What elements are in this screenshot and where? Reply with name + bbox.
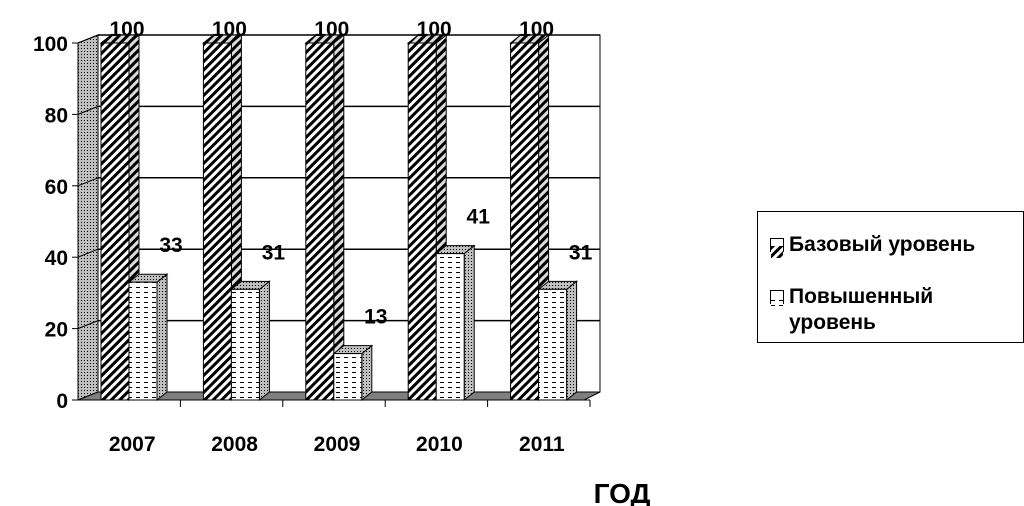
bar-base bbox=[304, 33, 346, 402]
bars bbox=[99, 33, 579, 402]
bar-front bbox=[435, 253, 465, 401]
data-label: 100 bbox=[519, 18, 554, 41]
legend-swatch-advanced bbox=[770, 290, 784, 310]
legend: Базовый уровень Повышенный уровень bbox=[757, 211, 1024, 343]
bar-advanced bbox=[127, 273, 169, 402]
bar-front bbox=[202, 42, 232, 401]
bar-side bbox=[333, 33, 345, 402]
bar-advanced bbox=[537, 280, 579, 402]
legend-item-advanced: Повышенный уровень bbox=[770, 284, 1024, 336]
bar-front bbox=[305, 42, 335, 401]
bar-side bbox=[566, 280, 578, 402]
data-label: 100 bbox=[314, 18, 349, 41]
axes bbox=[72, 42, 591, 407]
bar-side bbox=[156, 273, 168, 402]
y-tick-label: 100 bbox=[33, 33, 68, 56]
side-wall bbox=[77, 34, 99, 401]
data-label: 100 bbox=[212, 18, 247, 41]
x-tick-label: 2009 bbox=[314, 433, 361, 456]
bar-side bbox=[361, 344, 373, 402]
data-label: 41 bbox=[467, 206, 491, 229]
legend-swatch-base bbox=[770, 238, 784, 258]
y-tick-label: 0 bbox=[56, 390, 68, 413]
data-label: 31 bbox=[569, 241, 593, 264]
x-tick-label: 2010 bbox=[416, 433, 463, 456]
y-tick-label: 80 bbox=[45, 104, 68, 127]
bar-advanced bbox=[332, 344, 374, 402]
data-label: 33 bbox=[159, 234, 182, 257]
bar-base bbox=[201, 33, 243, 402]
bar-front bbox=[128, 281, 158, 401]
bar-front bbox=[230, 288, 260, 401]
chart: 0 20 40 60 80 100 2007 100 33 2008 100 31 2009 100 13 2… bbox=[33, 18, 651, 506]
y-tick-label: 40 bbox=[45, 247, 68, 270]
legend-label-base: Базовый уровень bbox=[789, 233, 976, 256]
legend-label-advanced: Повышенный уровень bbox=[789, 285, 934, 334]
bar-side bbox=[258, 280, 270, 402]
bar-front bbox=[407, 42, 437, 401]
gridline-side bbox=[77, 105, 99, 115]
bar-front bbox=[100, 42, 130, 401]
legend-item-base: Базовый уровень bbox=[770, 232, 1024, 258]
bar-side bbox=[463, 244, 475, 402]
data-label: 100 bbox=[109, 18, 144, 41]
data-label: 13 bbox=[364, 306, 387, 329]
gridline-side bbox=[77, 177, 99, 187]
x-tick-label: 2007 bbox=[109, 433, 156, 456]
bar-front bbox=[510, 42, 540, 401]
gridline-side bbox=[77, 320, 99, 330]
gridline-side bbox=[77, 34, 99, 44]
labels: 0 20 40 60 80 100 2007 100 33 2008 100 31 2009 100 13 2… bbox=[33, 18, 651, 506]
bar-front bbox=[538, 288, 568, 401]
x-tick-label: 2008 bbox=[211, 433, 258, 456]
y-tick-label: 20 bbox=[45, 319, 68, 342]
data-label: 31 bbox=[262, 241, 286, 264]
x-tick-label: 2011 bbox=[519, 433, 565, 456]
bar-advanced bbox=[229, 280, 271, 402]
y-tick-label: 60 bbox=[45, 176, 68, 199]
x-axis-title: ГОД bbox=[594, 478, 651, 506]
bar-front bbox=[333, 353, 363, 401]
bar-advanced bbox=[434, 244, 476, 402]
data-label: 100 bbox=[417, 18, 452, 41]
gridline-side bbox=[77, 248, 99, 258]
